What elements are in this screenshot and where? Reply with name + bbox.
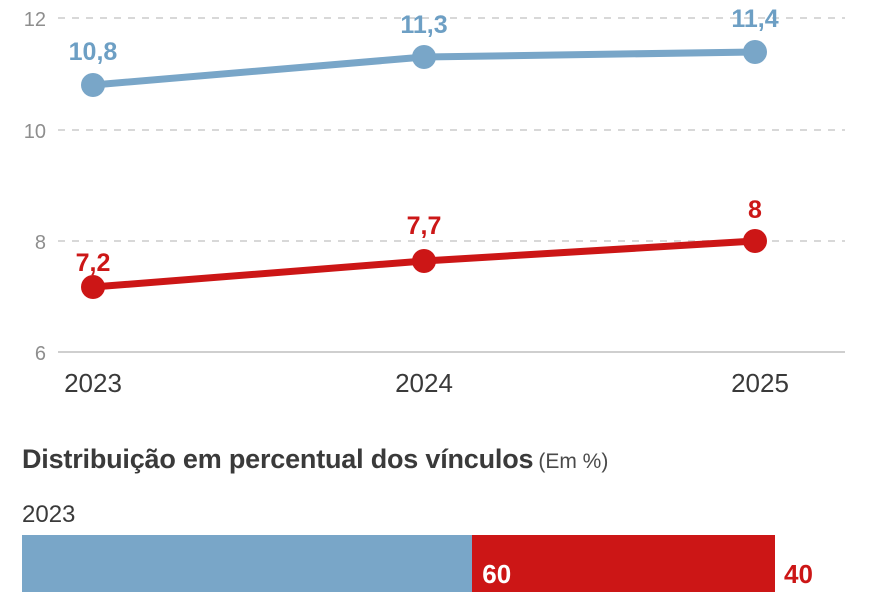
- series-a-label-2023: 10,8: [69, 38, 118, 66]
- bar-segment-a[interactable]: [22, 535, 473, 592]
- series-b-point-2023[interactable]: [81, 275, 105, 299]
- x-tick-2024: 2024: [395, 368, 453, 398]
- x-tick-2025: 2025: [731, 368, 789, 398]
- series-b-label-2025: 8: [748, 196, 762, 224]
- x-tick-2023: 2023: [64, 368, 122, 398]
- series-b-point-2024[interactable]: [412, 249, 436, 273]
- y-tick-12: 12: [24, 9, 46, 31]
- y-tick-6: 6: [35, 343, 46, 365]
- series-b-point-2025[interactable]: [743, 229, 767, 253]
- series-a-label-2025: 11,4: [731, 5, 778, 33]
- y-tick-10: 10: [24, 121, 46, 143]
- stacked-bar: 60: [22, 535, 775, 592]
- line-chart: 12 10 8 6 10,8 11,3 11,4 7,2 7,7: [24, 5, 845, 398]
- y-tick-8: 8: [35, 232, 46, 254]
- y-axis-labels: 12 10 8 6: [24, 9, 46, 365]
- bar-segment-a-value: 60: [482, 559, 512, 589]
- line-chart-section: 12 10 8 6 10,8 11,3 11,4 7,2 7,7: [24, 5, 845, 398]
- stacked-bar-row: 60 40: [22, 535, 880, 592]
- distribution-section: Distribuição em percentual dos vínculos(…: [0, 400, 880, 592]
- bar-segment-b-value: 40: [784, 559, 813, 589]
- series-b-line-group: [81, 229, 767, 299]
- series-a-point-2024[interactable]: [412, 45, 436, 69]
- series-a-point-2025[interactable]: [743, 40, 767, 64]
- series-a-line-group: [81, 40, 767, 97]
- distribution-heading: Distribuição em percentual dos vínculos(…: [22, 446, 608, 473]
- series-a-value-labels: 10,8 11,3 11,4: [69, 5, 779, 66]
- x-axis-labels: 2023 2024 2025: [64, 368, 789, 398]
- bar-segment-b[interactable]: 60: [472, 535, 775, 592]
- series-b-label-2023: 7,2: [76, 249, 111, 277]
- series-a-label-2024: 11,3: [400, 11, 447, 39]
- distribution-unit-note: (Em %): [538, 450, 609, 473]
- series-b-value-labels: 7,2 7,7 8: [76, 196, 762, 277]
- series-b-label-2024: 7,7: [407, 212, 442, 240]
- distribution-title: Distribuição em percentual dos vínculos: [22, 444, 534, 474]
- gridlines: [58, 17, 845, 353]
- distribution-year-label: 2023: [22, 501, 76, 528]
- series-a-point-2023[interactable]: [81, 73, 105, 97]
